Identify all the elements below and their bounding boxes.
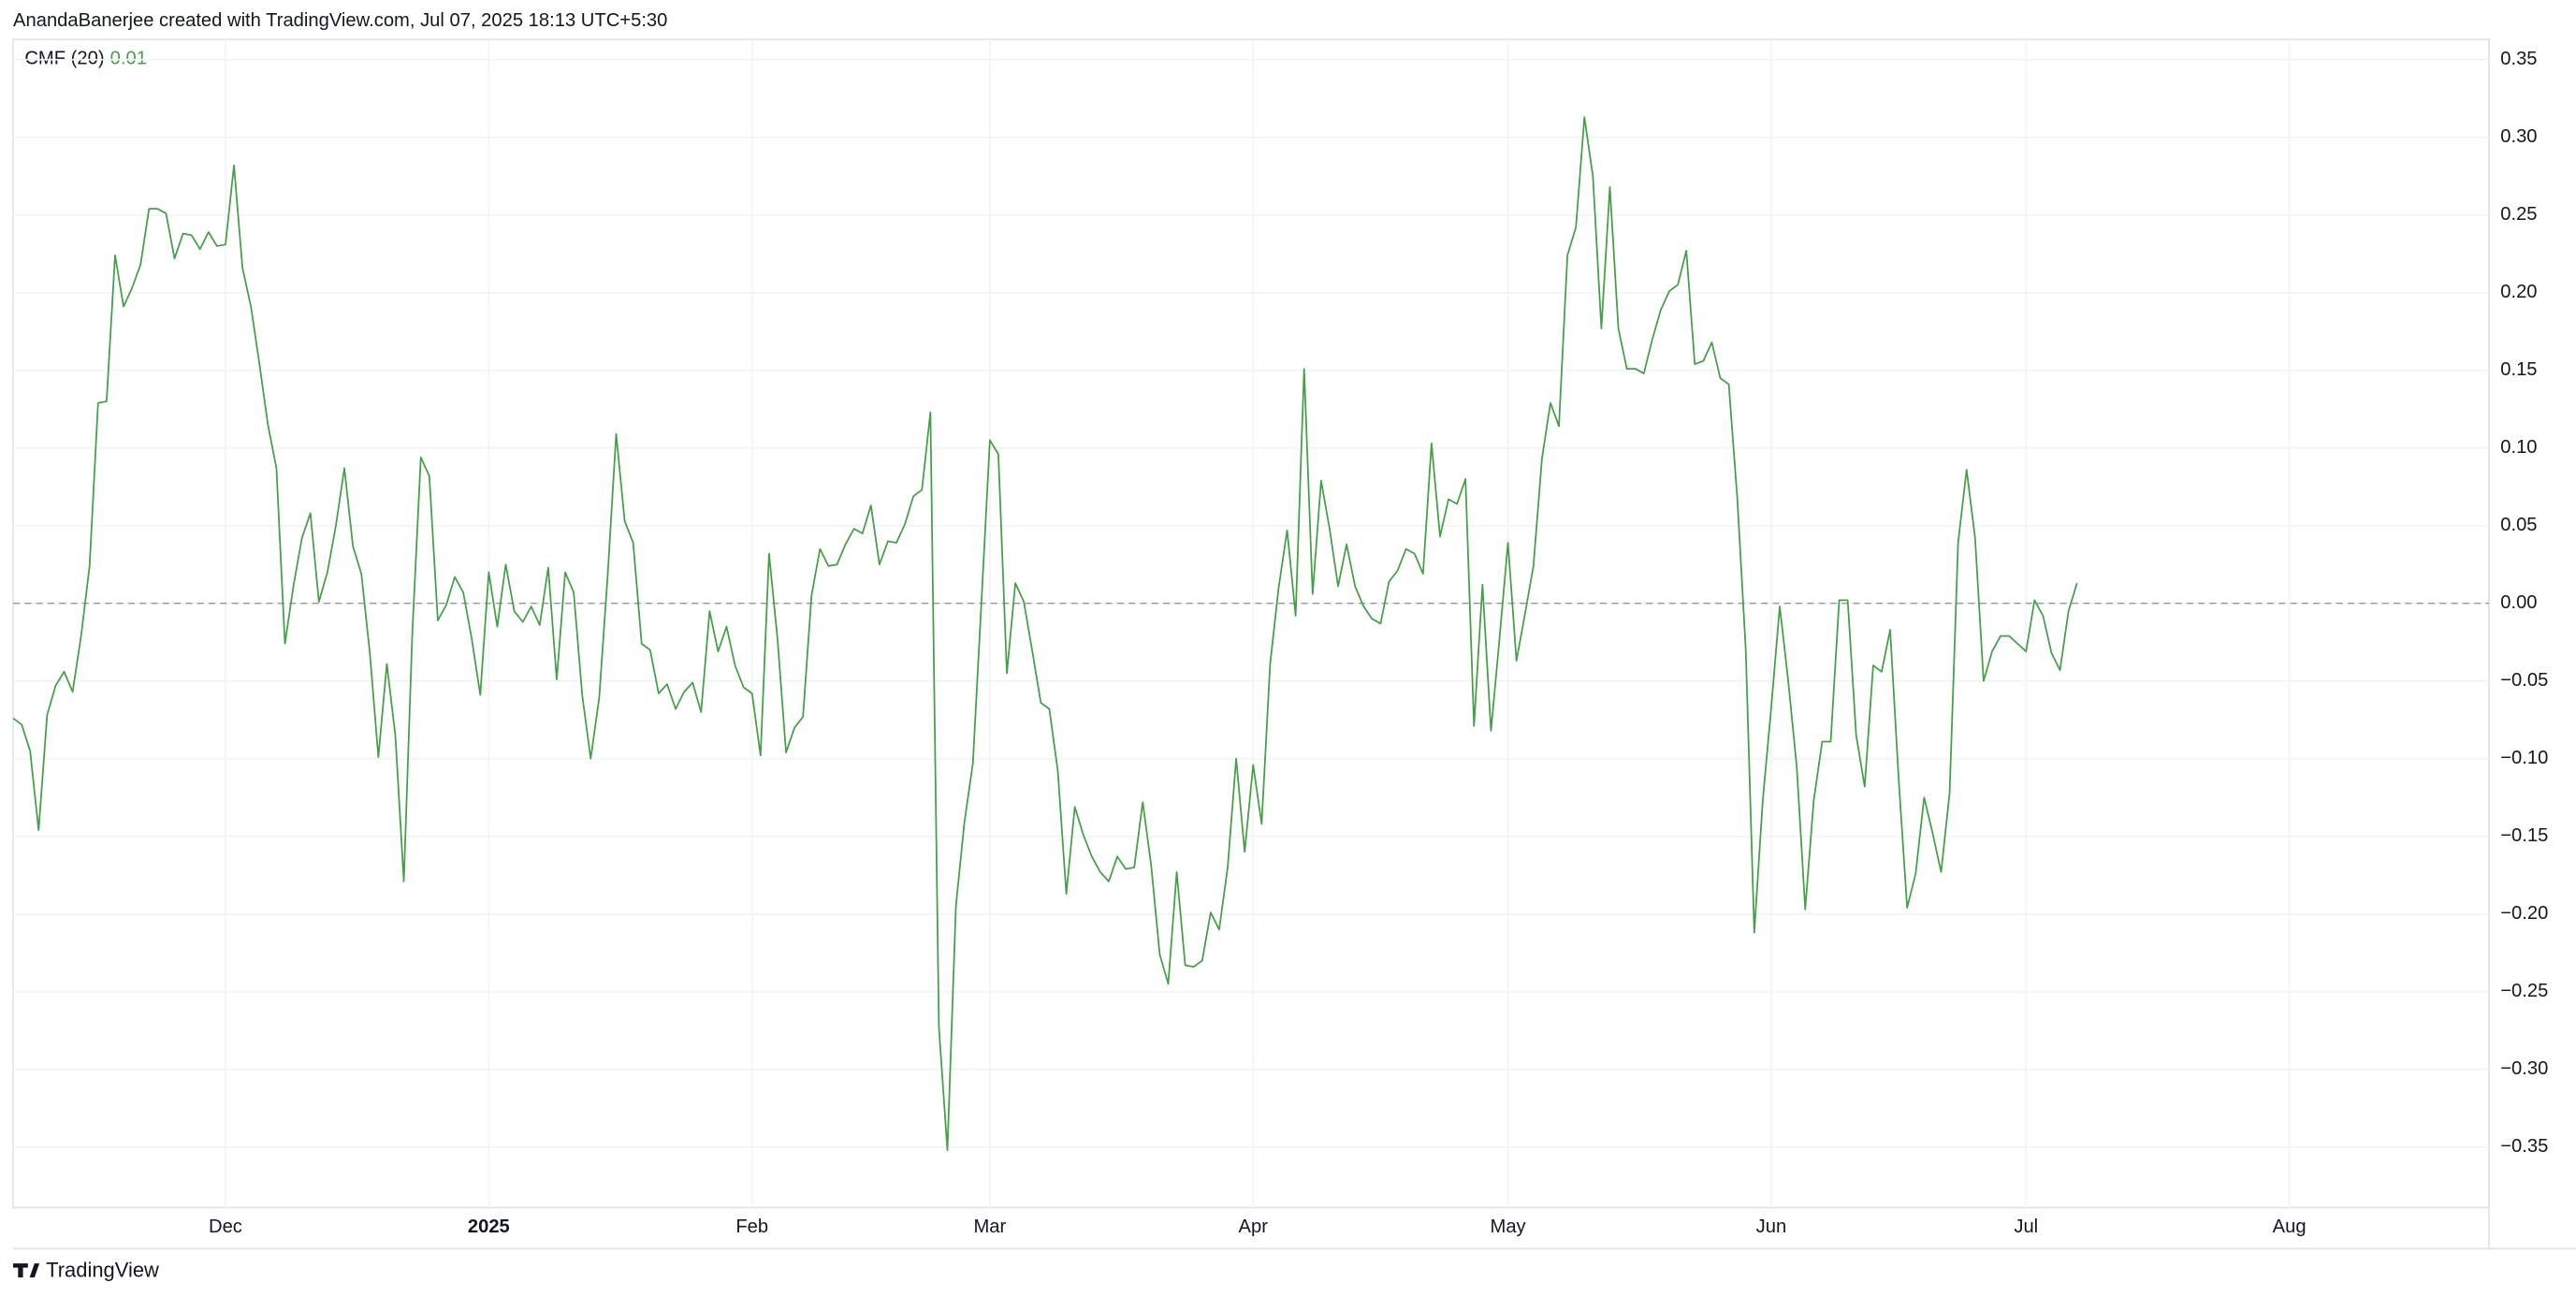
- y-tick-label: −0.30: [2500, 1058, 2548, 1079]
- y-tick-label: −0.15: [2500, 825, 2548, 846]
- y-tick-label: 0.35: [2500, 49, 2537, 69]
- y-tick-label: −0.10: [2500, 748, 2548, 768]
- x-tick-label: Dec: [209, 1217, 242, 1237]
- brand-logo: TradingView: [13, 1259, 159, 1282]
- y-tick-label: −0.35: [2500, 1136, 2548, 1157]
- legend-value: 0.01: [110, 49, 147, 69]
- x-tick-label: Apr: [1239, 1217, 1269, 1237]
- x-tick-label: Mar: [973, 1217, 1006, 1237]
- legend-name: CMF (20): [24, 49, 104, 69]
- y-tick-label: 0.10: [2500, 437, 2537, 458]
- x-tick-label: 2025: [468, 1217, 510, 1237]
- x-tick-label: May: [1490, 1217, 1526, 1237]
- x-tick-label: Jul: [2014, 1217, 2038, 1237]
- y-tick-label: 0.05: [2500, 515, 2537, 535]
- y-tick-label: 0.20: [2500, 282, 2537, 302]
- y-tick-label: −0.05: [2500, 670, 2548, 691]
- x-tick-label: Jun: [1756, 1217, 1787, 1237]
- y-tick-label: 0.25: [2500, 204, 2537, 225]
- y-tick-label: 0.15: [2500, 359, 2537, 380]
- y-tick-label: 0.30: [2500, 126, 2537, 147]
- cmf-line: [12, 116, 2078, 1151]
- x-tick-label: Aug: [2273, 1217, 2307, 1237]
- brand: TradingView: [46, 1259, 159, 1282]
- y-tick-label: 0.00: [2500, 592, 2537, 613]
- y-tick-label: −0.20: [2500, 903, 2548, 924]
- y-tick-label: −0.25: [2500, 981, 2548, 1001]
- attribution: AnandaBanerjee created with TradingView.…: [13, 10, 667, 31]
- x-tick-label: Feb: [735, 1217, 768, 1237]
